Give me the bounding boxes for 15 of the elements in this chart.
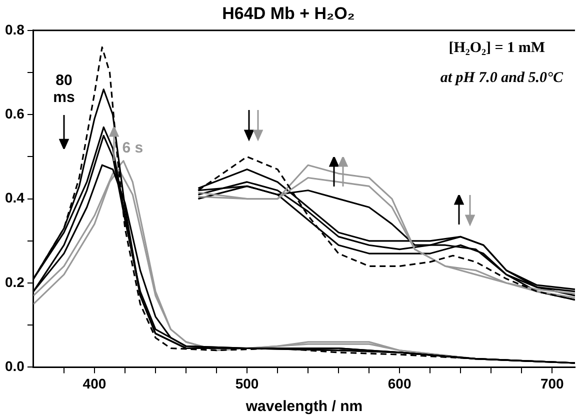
x-axis-title: wavelength / nm [244,398,363,416]
x-tick-label: 600 [388,375,412,392]
y-tick-label: 0.4 [4,190,25,206]
annotation: at pH 7.0 and 5.0°C [440,70,564,86]
annotation: 80 ms [53,72,75,106]
annotation: [H₂O₂] = 1 mM [448,40,545,56]
y-tick-label: 0.8 [4,21,25,38]
y-tick-label: 0.6 [4,105,25,122]
x-tick-label: 500 [235,375,259,392]
x-tick-label: 700 [540,375,564,392]
chart-title: H64D Mb + H₂O₂ [222,4,355,23]
y-tick-label: 0.0 [4,358,25,374]
y-tick-label: 0.2 [4,274,25,290]
annotation: 6 s [122,139,144,156]
x-tick-label: 400 [82,375,106,392]
